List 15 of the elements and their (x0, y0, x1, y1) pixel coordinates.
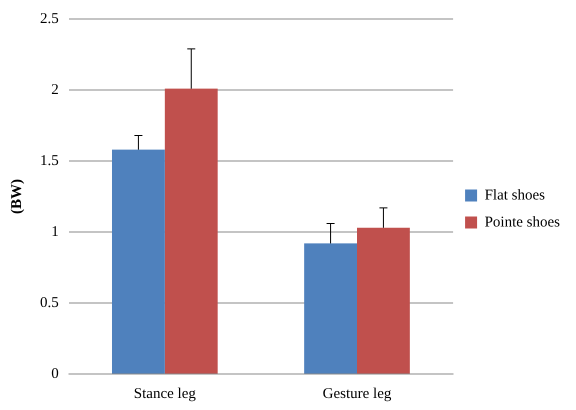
legend-label: Pointe shoes (484, 214, 560, 230)
bar (357, 228, 410, 374)
bar (164, 88, 218, 374)
y-tick-label: 1.5 (40, 152, 59, 169)
x-tick-label: Gesture leg (322, 386, 392, 402)
y-tick-label: 0 (51, 366, 59, 382)
x-tick-label: Stance leg (134, 386, 196, 402)
legend-label: Flat shoes (484, 187, 546, 204)
y-tick-label: 0.5 (40, 294, 59, 311)
y-axis-title: (BW) (8, 179, 25, 214)
bar (304, 243, 357, 374)
bar (112, 150, 165, 374)
y-tick-label: 2 (51, 82, 59, 98)
y-tick-label: 1 (51, 224, 59, 240)
y-tick-label: 2.5 (40, 10, 59, 27)
